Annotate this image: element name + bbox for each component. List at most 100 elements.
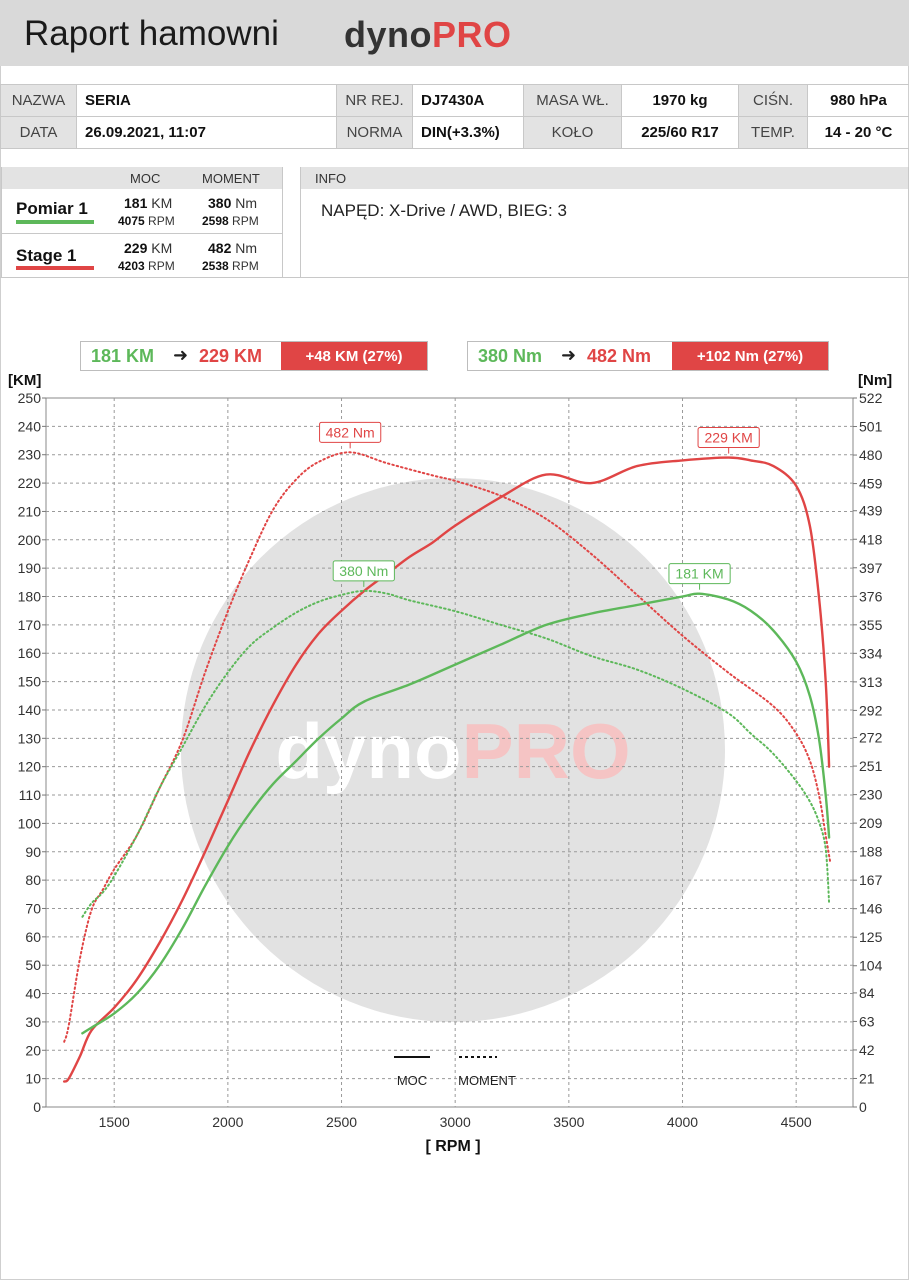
y-left-tick-label: 70 (25, 900, 41, 916)
x-tick-label: 1500 (99, 1114, 130, 1130)
peak-torque: 380 Nm (208, 195, 258, 211)
peak-power: 229 KM (124, 240, 173, 256)
kolo-label: KOŁO (523, 116, 622, 149)
y-left-tick-label: 60 (25, 929, 41, 945)
masa-value: 1970 kg (621, 84, 739, 117)
annotation-box (668, 563, 731, 585)
norma-label: NORMA (336, 116, 413, 149)
y-right-axis-label: [Nm] (858, 372, 892, 389)
peak-power-rpm: 4203 RPM (118, 259, 175, 273)
y-right-tick-label: 209 (859, 815, 883, 831)
y-right-tick-label: 397 (859, 560, 883, 576)
cisn-label: CIŚN. (738, 84, 808, 117)
y-left-tick-label: 180 (18, 589, 42, 605)
power-before: 181 KM (91, 346, 155, 366)
y-right-tick-label: 0 (859, 1099, 867, 1115)
y-right-tick-label: 42 (859, 1042, 875, 1058)
y-right-tick-label: 439 (859, 503, 883, 519)
y-left-tick-label: 190 (18, 560, 42, 576)
annotation-box (319, 421, 382, 443)
annotation-box (697, 427, 760, 449)
y-right-tick-label: 272 (859, 730, 883, 746)
info-header: INFO (301, 167, 908, 189)
arrow-icon: ➜ (561, 345, 577, 365)
y-left-tick-label: 130 (18, 730, 42, 746)
vehicle-info-table: NAZWA SERIA NR REJ. DJ7430A MASA WŁ. 197… (0, 84, 909, 149)
info-text: NAPĘD: X-Drive / AWD, BIEG: 3 (321, 201, 567, 220)
temp-value: 14 - 20 °C (807, 116, 909, 149)
legend-moment-label: MOMENT (458, 1073, 516, 1088)
y-left-tick-label: 220 (18, 475, 42, 491)
legend-moc-label: MOC (397, 1073, 427, 1088)
annotation-label: 380 Nm (339, 563, 388, 579)
peak-torque-rpm: 2538 RPM (202, 259, 259, 273)
arrow-icon: ➜ (173, 345, 189, 365)
y-right-tick-label: 251 (859, 758, 883, 774)
x-tick-label: 2500 (326, 1114, 357, 1130)
y-left-tick-label: 250 (18, 390, 42, 406)
y-left-tick-label: 140 (18, 702, 42, 718)
y-left-tick-label: 160 (18, 645, 42, 661)
y-left-tick-label: 40 (25, 986, 41, 1002)
pomiar1-power-line (81, 592, 831, 1035)
y-left-tick-label: 10 (25, 1071, 41, 1087)
y-right-tick-label: 167 (859, 872, 883, 888)
x-tick-label: 2000 (212, 1114, 243, 1130)
y-left-tick-label: 20 (25, 1042, 41, 1058)
y-left-tick-label: 30 (25, 1014, 41, 1030)
x-tick-label: 4000 (667, 1114, 698, 1130)
torque-after: 482 Nm (587, 346, 652, 366)
torque-gain-box: 380 Nm ➜ 482 Nm +102 Nm (27%) (467, 341, 829, 371)
pomiar1-torque-line (81, 589, 831, 918)
y-right-tick-label: 125 (859, 929, 883, 945)
stage1-torque-line (63, 451, 832, 1043)
dynopro-logo: dynoPRO (344, 14, 512, 56)
moc-header: MOC (130, 171, 161, 186)
x-tick-label: 3000 (440, 1114, 471, 1130)
run-name: Pomiar 1 (16, 199, 88, 218)
annotation-box (332, 560, 395, 582)
power-gain-box: 181 KM ➜ 229 KM +48 KM (27%) (80, 341, 428, 371)
y-right-tick-label: 146 (859, 901, 883, 917)
y-right-tick-label: 188 (859, 844, 883, 860)
y-right-tick-label: 21 (859, 1070, 875, 1086)
y-right-tick-label: 480 (859, 447, 883, 463)
x-axis-label: [ RPM ] (425, 1138, 480, 1155)
logo-dark-text: dyno (344, 14, 432, 55)
y-left-tick-label: 90 (25, 844, 41, 860)
results-header: MOC MOMENT (2, 167, 282, 189)
y-left-axis-label: [KM] (8, 372, 41, 389)
run-name: Stage 1 (16, 246, 77, 265)
y-left-tick-label: 200 (18, 532, 42, 548)
watermark-text: dynoPRO (275, 707, 630, 795)
y-right-tick-label: 63 (859, 1013, 875, 1029)
y-right-tick-label: 459 (859, 476, 883, 492)
y-right-tick-label: 355 (859, 617, 883, 633)
peak-power-rpm: 4075 RPM (118, 214, 175, 228)
logo-red-text: PRO (432, 14, 512, 55)
peak-torque-rpm: 2598 RPM (202, 214, 259, 228)
y-right-tick-label: 104 (859, 958, 883, 974)
y-left-tick-label: 150 (18, 674, 42, 690)
y-left-tick-label: 50 (25, 957, 41, 973)
nazwa-label: NAZWA (0, 84, 77, 117)
run-color-line (16, 220, 94, 224)
power-diff-badge: +48 KM (27%) (281, 342, 427, 370)
x-tick-label: 3500 (553, 1114, 584, 1130)
result-row: Pomiar 1 181 KM 4075 RPM 380 Nm 2598 RPM (2, 189, 282, 233)
section-divider (0, 277, 909, 278)
y-right-tick-label: 376 (859, 588, 883, 604)
y-left-tick-label: 230 (18, 447, 42, 463)
moment-header: MOMENT (202, 171, 260, 186)
y-right-tick-label: 84 (859, 985, 875, 1001)
y-left-tick-label: 170 (18, 617, 42, 633)
peak-torque: 482 Nm (208, 240, 258, 256)
nr-rej-label: NR REJ. (336, 84, 413, 117)
y-right-tick-label: 313 (859, 674, 883, 690)
result-row: Stage 1 229 KM 4203 RPM 482 Nm 2538 RPM (2, 233, 282, 278)
y-left-tick-label: 110 (19, 787, 42, 803)
y-left-tick-label: 0 (33, 1099, 41, 1115)
temp-label: TEMP. (738, 116, 808, 149)
x-tick-label: 4500 (781, 1114, 812, 1130)
